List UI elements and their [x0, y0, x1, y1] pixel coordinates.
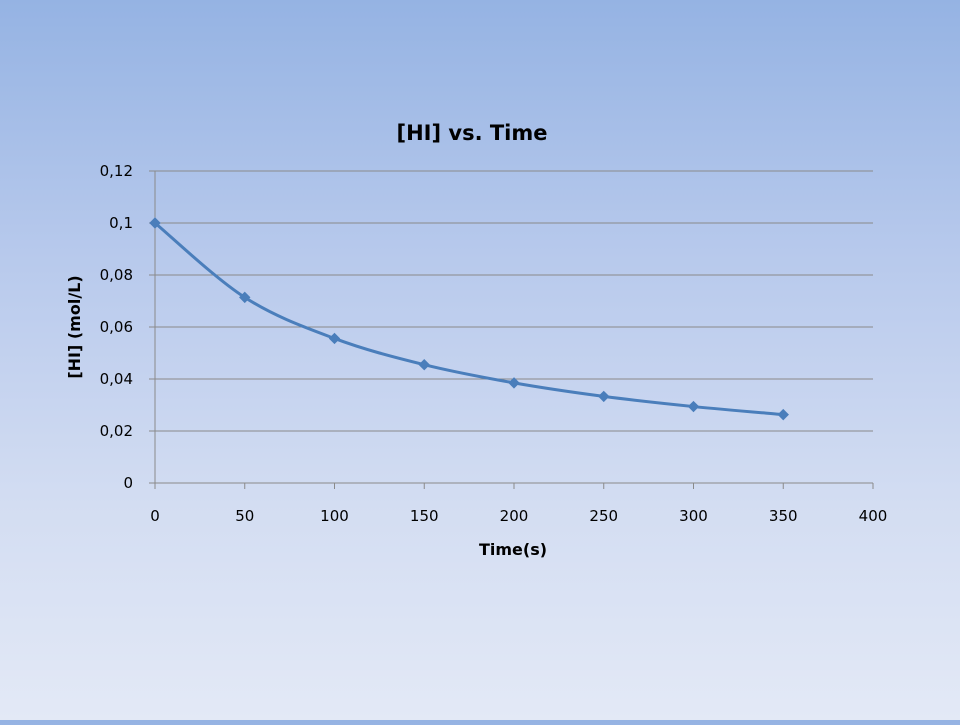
y-tick-label: 0: [123, 474, 133, 492]
x-tick-label: 50: [235, 507, 254, 525]
data-point: [508, 377, 520, 389]
x-tick-label: 350: [769, 507, 798, 525]
x-tick-label: 0: [150, 507, 160, 525]
y-tick-label: 0,02: [100, 422, 133, 440]
y-axis-title: [HI] (mol/L): [65, 275, 84, 378]
y-tick-labels: 0 0,02 0,04 0,06 0,08 0,1 0,12: [100, 162, 133, 492]
x-tick-labels: 0 50 100 150 200 250 300 350 400: [150, 507, 887, 525]
x-tick-label: 200: [500, 507, 529, 525]
gridlines: [155, 170, 873, 432]
y-tick-label: 0,12: [100, 162, 133, 180]
data-point: [328, 332, 341, 345]
y-tick-label: 0,06: [100, 318, 133, 336]
data-point: [239, 291, 251, 304]
x-tick-label: 300: [679, 507, 708, 525]
x-tick-label: 150: [410, 507, 439, 525]
x-tick-label: 400: [859, 507, 888, 525]
data-point: [598, 390, 610, 403]
x-axis-title: Time(s): [479, 540, 547, 559]
series-layer: [149, 217, 789, 421]
data-point: [777, 408, 789, 421]
series-line: [154, 221, 784, 417]
x-tick-label: 250: [589, 507, 618, 525]
data-point: [687, 400, 700, 413]
data-point: [149, 217, 161, 229]
axes: [149, 170, 874, 489]
y-tick-label: 0,1: [109, 214, 133, 232]
chart-title: [HI] vs. Time: [396, 121, 547, 145]
y-tick-label: 0,08: [100, 266, 133, 284]
x-tick-label: 100: [320, 507, 349, 525]
y-tick-label: 0,04: [100, 370, 133, 388]
data-point: [418, 358, 430, 371]
